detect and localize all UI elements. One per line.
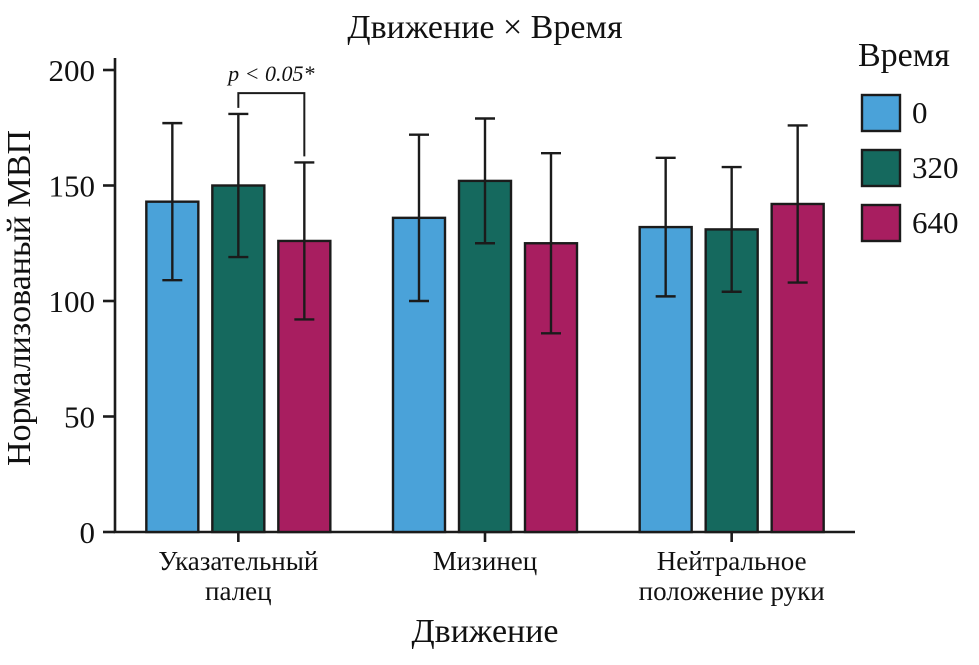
legend: 0 320 640 bbox=[860, 93, 959, 243]
legend-item-label-640: 640 bbox=[912, 205, 959, 240]
legend-swatch-640 bbox=[860, 203, 902, 243]
legend-item-label-320: 320 bbox=[912, 150, 959, 185]
category-label: Указательный палец bbox=[158, 546, 318, 606]
legend-title: Время bbox=[858, 37, 950, 74]
bar-series-320-group-1 bbox=[457, 179, 513, 534]
significance-bracket bbox=[237, 92, 306, 157]
y-tick-label: 0 bbox=[80, 515, 96, 550]
chart-title: Движение × Время bbox=[347, 9, 623, 46]
y-tick-label: 150 bbox=[49, 169, 96, 204]
legend-swatch-0 bbox=[860, 93, 902, 133]
y-tick-label: 200 bbox=[49, 53, 96, 88]
legend-item-label-0: 0 bbox=[912, 95, 928, 130]
y-tick-label: 100 bbox=[49, 284, 96, 319]
legend-swatch-320 bbox=[860, 148, 902, 188]
significance-label: p < 0.05* bbox=[226, 61, 314, 86]
y-axis-label: Нормализованый МВП bbox=[1, 130, 38, 466]
x-axis-label: Движение bbox=[411, 613, 558, 650]
category-label: Мизинец bbox=[433, 546, 537, 576]
plot-area: 0 50 100 150 200 Указательный палец Мизинец Нейт… bbox=[49, 53, 855, 606]
y-tick-label: 50 bbox=[64, 400, 95, 435]
category-label: Нейтральное положение руки bbox=[639, 546, 825, 606]
